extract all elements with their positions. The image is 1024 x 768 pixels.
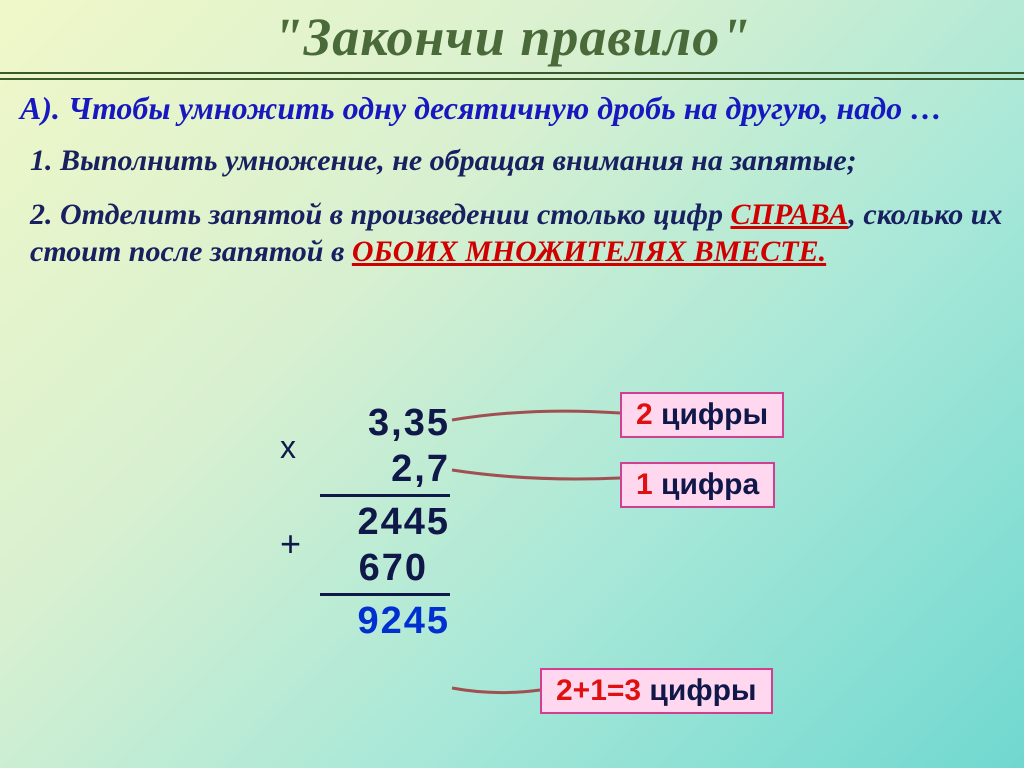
badge-digits-total: 2+1=3 цифры xyxy=(540,668,773,714)
step-2: 2. Отделить запятой в произведении столь… xyxy=(30,196,1004,271)
calc-row-1: х 3,35 xyxy=(320,400,450,446)
connector-1 xyxy=(450,405,625,435)
plus-sign: + xyxy=(280,521,301,567)
calc-line-1 xyxy=(320,494,450,497)
calc-row-result: 9245 xyxy=(320,598,450,644)
divider-bottom xyxy=(0,78,1024,80)
calc-line-2 xyxy=(320,593,450,596)
step1-num: 1. xyxy=(30,144,60,177)
step2-red1: СПРАВА xyxy=(730,198,848,231)
step2-red2: ОБОИХ МНОЖИТЕЛЯХ ВМЕСТЕ. xyxy=(352,235,826,268)
calc-row-4: 670 xyxy=(320,545,450,591)
slide-title: "Закончи правило" xyxy=(0,0,1024,68)
partial-2: 670 xyxy=(320,545,450,591)
badge1-word: цифры xyxy=(653,398,768,431)
badge3-expr: 2+1=3 xyxy=(556,674,641,707)
badge3-word: цифры xyxy=(641,674,756,707)
badge2-word: цифра xyxy=(653,468,759,501)
step-1: 1. Выполнить умножение, не обращая внима… xyxy=(30,142,1004,180)
connector-3 xyxy=(450,680,545,700)
badge2-count: 1 xyxy=(636,468,653,501)
step1-text: Выполнить умножение, не обращая внимания… xyxy=(60,144,857,177)
badge-digits-2: 1 цифра xyxy=(620,462,775,508)
rule-prefix: А). xyxy=(20,90,68,126)
divider-top xyxy=(0,72,1024,74)
step2-num: 2. xyxy=(30,198,60,231)
multiply-sign: х xyxy=(280,424,296,470)
rule-intro: А). Чтобы умножить одну десятичную дробь… xyxy=(20,88,1004,128)
content-area: А). Чтобы умножить одну десятичную дробь… xyxy=(20,88,1004,287)
multiplier: 2,7 xyxy=(320,446,450,492)
badge-digits-1: 2 цифры xyxy=(620,392,784,438)
multiplicand: 3,35 xyxy=(320,400,450,446)
rule-text: Чтобы умножить одну десятичную дробь на … xyxy=(68,90,942,126)
step2-before: Отделить запятой в произведении столько … xyxy=(60,198,730,231)
badge1-count: 2 xyxy=(636,398,653,431)
partial-1: 2445 xyxy=(320,499,450,545)
calc-row-3: + 2445 xyxy=(320,499,450,545)
product: 9245 xyxy=(320,598,450,644)
calc-row-2: 2,7 xyxy=(320,446,450,492)
multiplication-column: х 3,35 2,7 + 2445 670 9245 xyxy=(320,400,450,644)
connector-2 xyxy=(450,460,625,490)
